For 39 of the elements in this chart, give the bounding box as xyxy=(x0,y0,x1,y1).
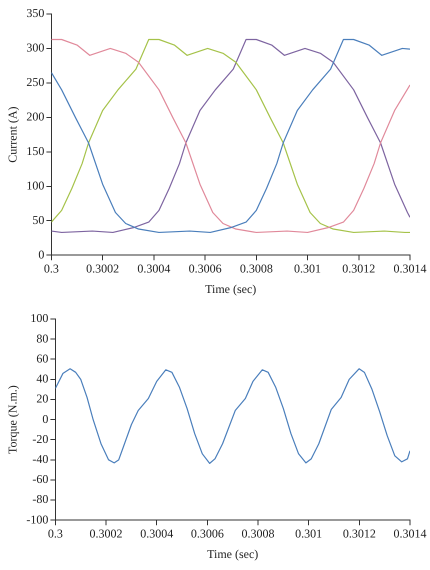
x-axis-title: Time (sec) xyxy=(205,282,256,296)
x-tick-label: 0.3004 xyxy=(140,526,174,541)
y-tick-label: 200 xyxy=(26,110,44,124)
y-tick-label: 300 xyxy=(26,40,44,55)
x-tick-label: 0.301 xyxy=(295,526,322,541)
y-tick-label: 0 xyxy=(42,412,48,426)
x-tick-label: 0.3 xyxy=(44,262,59,276)
y-axis-title: Current (A) xyxy=(5,106,20,163)
y-axis-title: Torque (N.m.) xyxy=(5,385,20,454)
y-tick-label: 150 xyxy=(26,144,44,158)
y-tick-label: 50 xyxy=(32,212,44,227)
y-tick-label: 40 xyxy=(36,372,48,386)
x-tick-label: 0.301 xyxy=(294,262,322,276)
y-tick-label: -20 xyxy=(32,432,48,446)
y-tick-label: -40 xyxy=(32,452,48,466)
y-tick-label: 80 xyxy=(36,331,48,346)
x-tick-label: 0.3 xyxy=(48,526,63,541)
x-tick-label: 0.3006 xyxy=(188,262,222,276)
y-tick-label: -60 xyxy=(32,472,48,486)
y-tick-label: 100 xyxy=(30,311,48,326)
x-tick-label: 0.3004 xyxy=(137,262,170,276)
x-axis-title: Time (sec) xyxy=(207,546,258,561)
x-tick-label: 0.3002 xyxy=(90,526,123,541)
y-tick-label: 350 xyxy=(26,6,44,20)
y-tick-label: 250 xyxy=(26,75,44,90)
y-tick-label: 20 xyxy=(36,392,48,406)
y-tick-label: -80 xyxy=(32,492,48,506)
y-tick-label: 60 xyxy=(36,351,48,366)
x-tick-label: 0.3012 xyxy=(342,262,376,276)
x-tick-label: 0.3008 xyxy=(240,262,273,276)
x-tick-label: 0.3006 xyxy=(190,526,224,541)
x-tick-label: 0.3012 xyxy=(342,526,376,541)
x-tick-label: 0.3002 xyxy=(86,262,120,276)
x-tick-label: 0.3008 xyxy=(242,526,275,541)
y-tick-label: 100 xyxy=(26,178,44,192)
x-tick-label: 0.3014 xyxy=(394,526,426,541)
y-tick-label: 0 xyxy=(38,247,44,262)
x-tick-label: 0.3014 xyxy=(394,262,426,276)
y-tick-label: -100 xyxy=(26,512,48,526)
